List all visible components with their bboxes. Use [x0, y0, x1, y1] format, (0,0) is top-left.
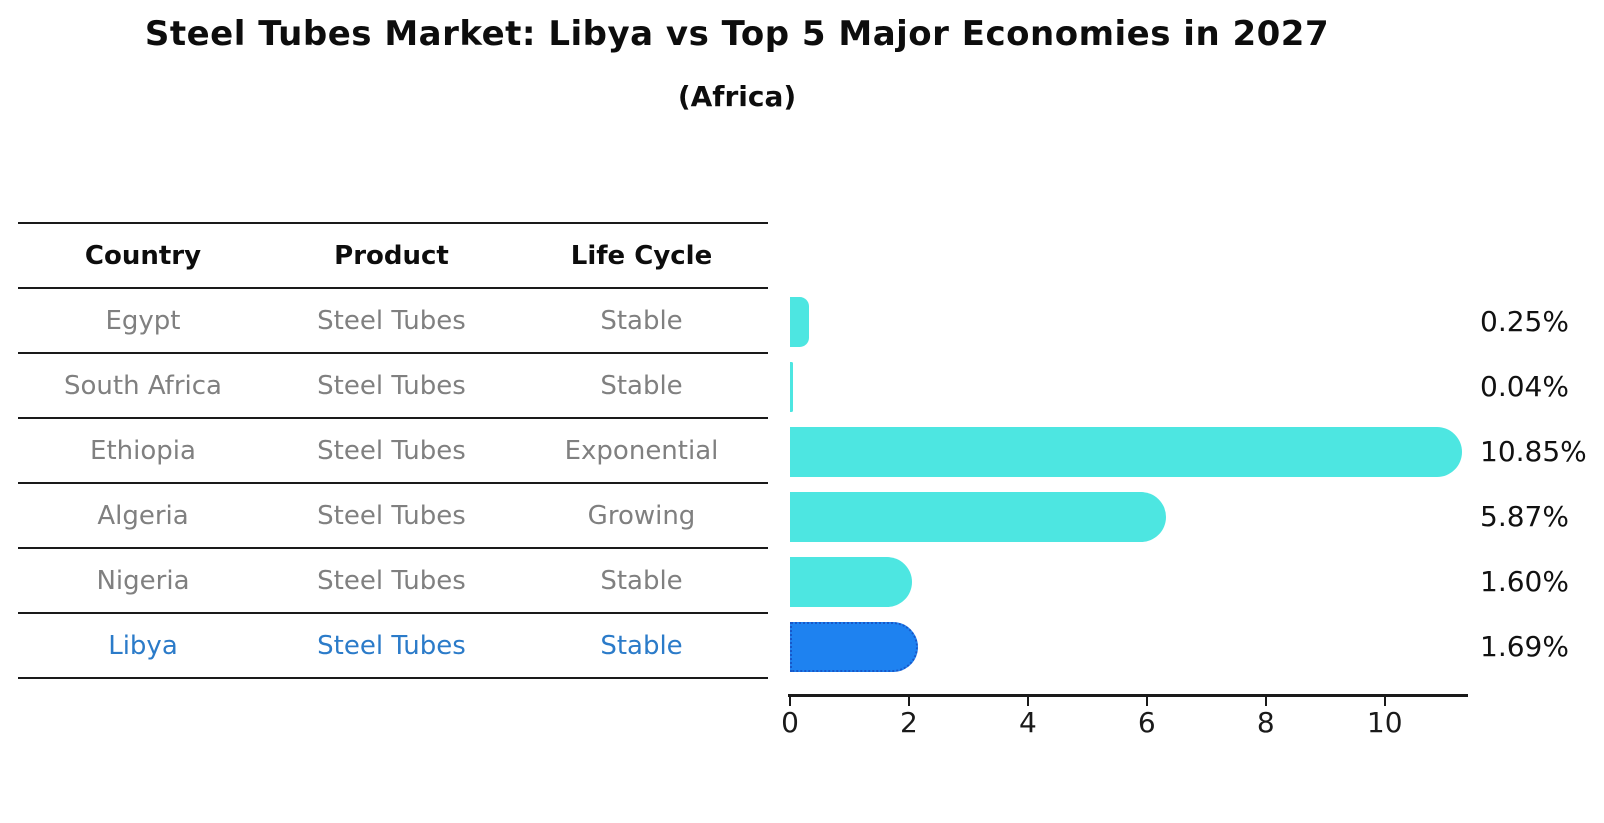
cell-lifecycle: Growing	[587, 500, 696, 531]
table-row-libya: Libya Steel Tubes Stable	[18, 614, 768, 679]
value-label-nigeria: 1.60%	[1480, 565, 1569, 598]
x-axis-tick	[1383, 697, 1386, 706]
cell-product: Steel Tubes	[317, 435, 466, 466]
x-axis-tick	[1026, 697, 1029, 706]
table-row-nigeria: Nigeria Steel Tubes Stable	[18, 549, 768, 614]
value-label-ethiopia: 10.85%	[1480, 435, 1587, 468]
cell-product: Steel Tubes	[317, 370, 466, 401]
table-row-ethiopia: Ethiopia Steel Tubes Exponential	[18, 419, 768, 484]
cell-product: Steel Tubes	[317, 630, 466, 661]
table-row-south-africa: South Africa Steel Tubes Stable	[18, 354, 768, 419]
x-axis-tick-label: 4	[1018, 706, 1037, 739]
x-axis-tick	[789, 697, 791, 706]
cell-lifecycle: Stable	[600, 305, 683, 336]
cell-product: Steel Tubes	[317, 565, 466, 596]
cell-country: Libya	[108, 630, 178, 661]
column-header-country: Country	[84, 240, 202, 271]
x-axis-tick-label: 2	[900, 706, 918, 739]
cell-lifecycle: Stable	[600, 370, 683, 401]
value-label-egypt: 0.25%	[1480, 305, 1569, 338]
chart-title: Steel Tubes Market: Libya vs Top 5 Major…	[144, 14, 1330, 54]
x-axis-tick-label: 0	[781, 706, 799, 739]
cell-lifecycle: Stable	[600, 630, 683, 661]
cell-country: Algeria	[97, 500, 189, 531]
bar-libya	[790, 621, 918, 672]
value-label-south-africa: 0.04%	[1480, 370, 1569, 403]
x-axis-tick	[907, 697, 910, 706]
x-axis-line	[788, 694, 1468, 697]
bar-ethiopia	[790, 426, 1463, 477]
table-header-row: Country Product Life Cycle	[18, 224, 768, 289]
column-header-product: Product	[334, 240, 449, 271]
cell-lifecycle: Stable	[600, 565, 683, 596]
bar-nigeria	[790, 556, 913, 607]
cell-product: Steel Tubes	[317, 500, 466, 531]
chart-subtitle: (Africa)	[677, 80, 797, 113]
x-axis-tick	[1145, 697, 1148, 706]
x-axis-tick	[1264, 697, 1267, 706]
bar-egypt	[790, 296, 810, 347]
bar-south-africa	[790, 361, 794, 412]
x-axis-tick-label: 6	[1137, 706, 1156, 739]
x-axis-tick-label: 8	[1256, 706, 1275, 739]
info-table: Country Product Life Cycle Egypt Steel T…	[18, 222, 768, 679]
bar-algeria	[790, 491, 1167, 542]
cell-country: Nigeria	[96, 565, 190, 596]
cell-country: South Africa	[64, 370, 222, 401]
cell-product: Steel Tubes	[317, 305, 466, 336]
x-axis-tick-label: 10	[1366, 706, 1403, 739]
table-row-egypt: Egypt Steel Tubes Stable	[18, 289, 768, 354]
cell-country: Ethiopia	[90, 435, 196, 466]
column-header-lifecycle: Life Cycle	[570, 240, 713, 271]
table-row-algeria: Algeria Steel Tubes Growing	[18, 484, 768, 549]
cell-country: Egypt	[105, 305, 181, 336]
cell-lifecycle: Exponential	[564, 435, 719, 466]
value-label-algeria: 5.87%	[1480, 500, 1569, 533]
value-label-libya: 1.69%	[1480, 630, 1569, 663]
